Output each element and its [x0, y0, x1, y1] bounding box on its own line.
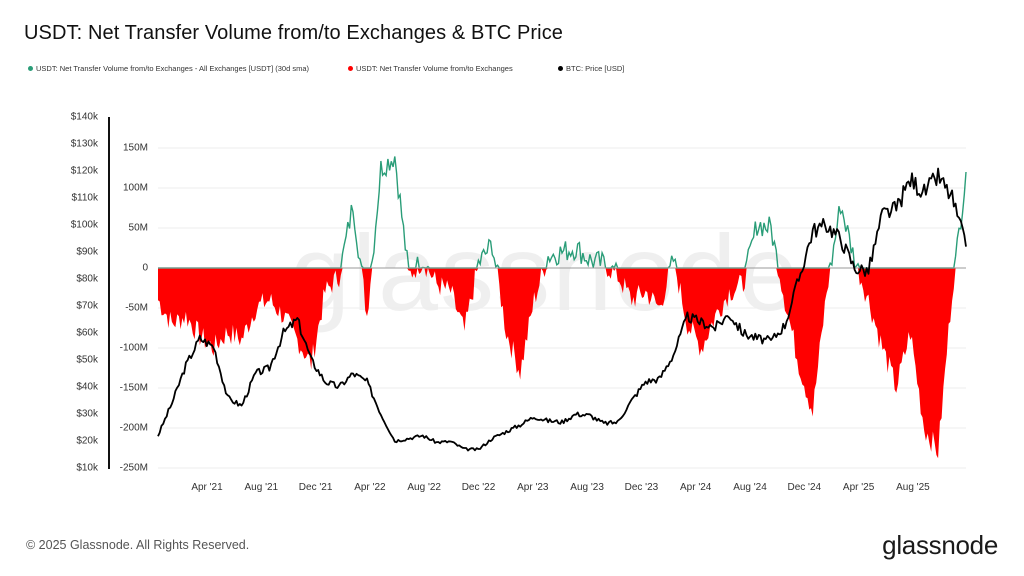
y-right-tick: 150M — [122, 142, 148, 154]
y-left-tick: $60k — [76, 327, 98, 339]
x-tick: Aug '23 — [570, 482, 604, 493]
chart-legend: USDT: Net Transfer Volume from/to Exchan… — [28, 64, 624, 73]
x-tick: Aug '21 — [244, 482, 279, 493]
y-left-tick: $80k — [76, 273, 98, 285]
y-left-tick: $90k — [76, 246, 98, 258]
glassnode-logo: glassnode — [882, 530, 998, 560]
y-right-tick: -250M — [119, 462, 148, 474]
x-tick: Dec '24 — [787, 482, 822, 493]
x-tick: Apr '22 — [354, 482, 386, 493]
y-right-tick: 100M — [122, 182, 148, 194]
legend-label: BTC: Price [USD] — [566, 64, 625, 73]
x-tick: Dec '23 — [624, 482, 659, 493]
copyright-text: © 2025 Glassnode. All Rights Reserved. — [26, 538, 250, 552]
y-left-tick: $140k — [70, 111, 98, 123]
btc-price-line — [157, 167, 967, 452]
y-left-tick: $100k — [70, 219, 98, 231]
x-tick: Aug '25 — [896, 482, 930, 493]
y-left-tick: $70k — [76, 300, 98, 312]
y-left-tick: $50k — [76, 354, 98, 366]
y-axis-divider — [108, 117, 110, 469]
x-tick: Aug '24 — [733, 482, 767, 493]
y-right-tick: -50M — [125, 302, 148, 314]
legend-item-btc-price[interactable]: BTC: Price [USD] — [558, 64, 624, 73]
y-left-tick: $40k — [76, 381, 98, 393]
legend-label: USDT: Net Transfer Volume from/to Exchan… — [356, 64, 513, 73]
x-tick: Apr '25 — [842, 482, 875, 493]
x-tick: Dec '21 — [298, 482, 333, 493]
y-left-tick: $20k — [76, 435, 98, 447]
y-left-tick: $10k — [76, 462, 98, 474]
usdt-outflow-area — [158, 268, 966, 459]
y-left-tick: $130k — [70, 138, 98, 150]
y-right-tick: -200M — [119, 422, 148, 434]
y-axis-left-btc-price: $140k $130k $120k $110k $100k $90k $80k $70k $60… — [40, 0, 98, 576]
y-axis-usdt-volume: 150M 100M 50M 0 -50M -100M -150M -200M -250M — [110, 0, 148, 576]
x-tick: Aug '22 — [407, 482, 441, 493]
x-tick: Apr '21 — [191, 482, 223, 493]
y-left-tick: $120k — [70, 165, 98, 177]
x-tick: Apr '23 — [517, 482, 549, 493]
x-tick: Dec '22 — [461, 482, 496, 493]
y-right-tick: -100M — [119, 342, 148, 354]
chart-title: USDT: Net Transfer Volume from/to Exchan… — [24, 22, 564, 44]
legend-item-usdt-net[interactable]: USDT: Net Transfer Volume from/to Exchan… — [348, 64, 558, 73]
y-left-tick: $110k — [71, 192, 98, 204]
y-right-tick: -150M — [119, 382, 148, 394]
y-right-tick: 50M — [128, 222, 148, 234]
red-dot-icon — [348, 66, 353, 71]
green-dot-icon — [28, 66, 33, 71]
x-tick: Apr '24 — [680, 482, 712, 493]
y-right-tick: 0 — [142, 262, 148, 274]
black-dot-icon — [558, 66, 563, 71]
y-left-tick: $30k — [76, 408, 98, 420]
legend-label: USDT: Net Transfer Volume from/to Exchan… — [36, 64, 310, 73]
legend-item-usdt-sma[interactable]: USDT: Net Transfer Volume from/to Exchan… — [28, 64, 348, 73]
